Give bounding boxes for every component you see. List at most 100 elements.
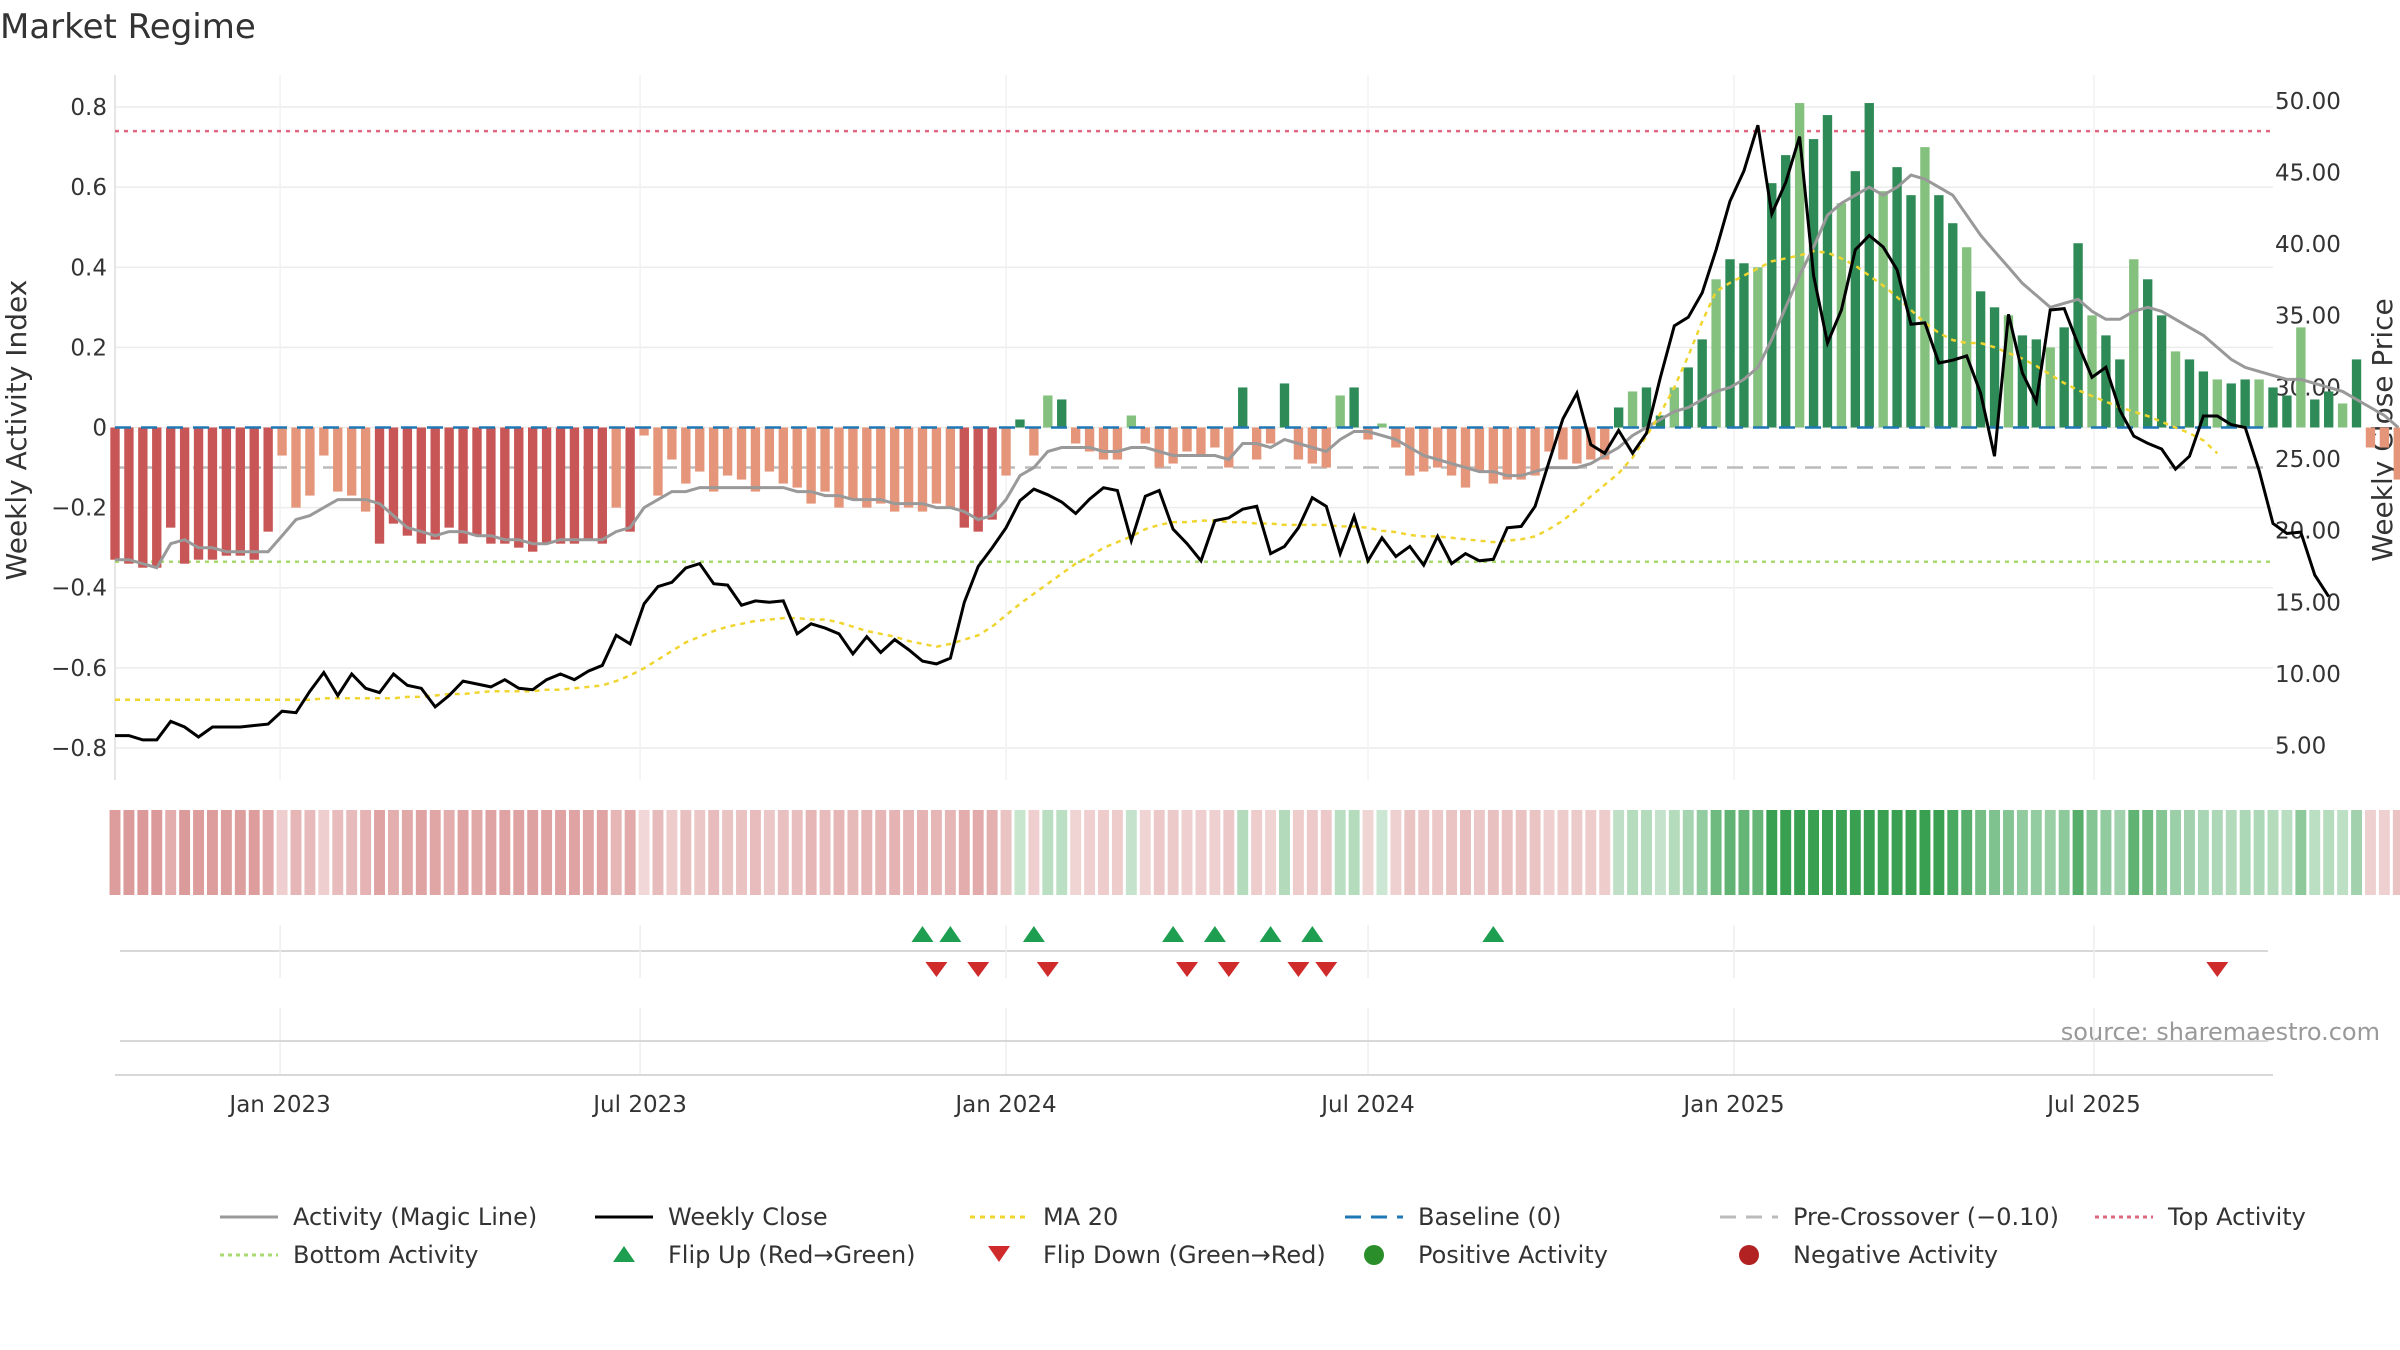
positive-activity-bar <box>2101 335 2111 428</box>
negative-activity-bar <box>514 427 524 548</box>
x-tick-label: Jul 2025 <box>2045 1092 2141 1118</box>
negative-activity-bar <box>945 427 956 508</box>
regime-strip-cell <box>2351 810 2362 895</box>
negative-activity-bar <box>1224 427 1234 468</box>
negative-activity-bar <box>193 427 204 560</box>
regime-strip-cell <box>276 810 288 895</box>
positive-activity-bar <box>1015 419 1025 428</box>
negative-activity-bar <box>1029 427 1039 456</box>
y-tick-label: −0.6 <box>51 656 107 682</box>
regime-strip-cell <box>2323 810 2335 895</box>
regime-strip-cell <box>2309 810 2321 895</box>
positive-activity-bar <box>2226 383 2236 428</box>
positive-activity-bar <box>1850 171 1861 428</box>
negative-activity-bar <box>708 427 719 492</box>
regime-strip-cell <box>1209 810 1221 895</box>
negative-activity-bar <box>1154 427 1164 468</box>
negative-activity-bar <box>1210 427 1220 448</box>
y-tick-label: 0.4 <box>70 255 107 281</box>
regime-strip-cell <box>165 810 177 895</box>
negative-activity-bar <box>277 427 287 456</box>
positive-activity-bar <box>1739 263 1749 428</box>
negative-activity-bar <box>1460 427 1471 488</box>
ma20-line <box>115 249 2219 702</box>
negative-activity-bar <box>124 427 134 564</box>
positive-activity-bar <box>1948 223 1958 428</box>
regime-strip-cell <box>485 810 497 895</box>
flip-down-marker <box>925 962 948 977</box>
positive-activity-bar <box>1377 423 1387 428</box>
negative-activity-bar <box>1600 427 1610 460</box>
regime-strip-cell <box>1835 810 1847 895</box>
negative-activity-bar <box>681 427 691 484</box>
regime-strip-cell <box>318 810 330 895</box>
regime-strip-cell <box>1237 810 1249 895</box>
regime-strip-cell <box>1627 810 1639 895</box>
regime-strip-cell <box>944 810 956 895</box>
regime-strip-cell <box>666 810 678 895</box>
negative-activity-bar <box>1098 427 1109 460</box>
regime-strip-cell <box>2184 810 2195 895</box>
positive-activity-bar <box>2156 315 2167 428</box>
regime-strip-cell <box>1348 810 1360 895</box>
negative-activity-bar <box>319 427 329 456</box>
negative-activity-bar <box>444 427 454 528</box>
positive-activity-bar <box>2143 279 2153 428</box>
regime-strip-cell <box>638 810 650 895</box>
regime-strip-cell <box>1515 810 1527 895</box>
regime-strip-cell <box>1279 810 1290 895</box>
regime-strip-cell <box>1822 810 1833 895</box>
negative-activity-bar <box>1196 427 1206 456</box>
regime-strip-cell <box>1752 810 1764 895</box>
positive-activity-bar <box>1126 415 1137 428</box>
legend: Activity (Magic Line) Weekly Close MA 20 Ba… <box>220 1203 2306 1269</box>
positive-activity-bar <box>2212 379 2222 428</box>
flip-down-marker <box>1217 962 1240 977</box>
flip-up-marker <box>1022 926 1045 942</box>
regime-strip-cell <box>582 810 594 895</box>
negative-activity-bar <box>374 427 385 544</box>
flip-markers-panel <box>120 925 2268 978</box>
regime-strip-cell <box>903 810 915 895</box>
positive-activity-bar <box>2115 359 2125 428</box>
positive-activity-bar <box>1962 247 1972 428</box>
negative-activity-bar <box>639 427 649 436</box>
positive-activity-bar <box>2240 379 2250 428</box>
regime-strip-cell <box>708 810 720 895</box>
legend-swatch-dot <box>1364 1245 1384 1265</box>
positive-activity-bar <box>1279 383 1290 428</box>
flip-down-marker <box>1315 962 1338 977</box>
negative-activity-bar <box>876 427 886 504</box>
regime-strip-cell <box>1181 810 1193 895</box>
regime-strip-cell <box>833 810 845 895</box>
regime-strip-cell <box>2267 810 2279 895</box>
regime-strip-cell <box>1654 810 1666 895</box>
regime-strip-cell <box>972 810 984 895</box>
regime-strip-cell <box>861 810 873 895</box>
negative-activity-bar <box>1502 427 1512 480</box>
regime-strip-cell <box>1641 810 1652 895</box>
source-note: source: sharemaestro.com <box>2061 1018 2380 1046</box>
negative-activity-bar <box>695 427 705 472</box>
y2-tick-label: 5.00 <box>2275 734 2326 760</box>
negative-activity-bar <box>152 427 162 568</box>
negative-activity-bar <box>388 427 399 524</box>
negative-activity-bar <box>736 427 747 480</box>
positive-activity-bar <box>1683 367 1693 428</box>
regime-strip-cell <box>596 810 608 895</box>
regime-strip-cell <box>1376 810 1388 895</box>
regime-strip-cell <box>791 810 803 895</box>
negative-activity-bar <box>1446 427 1457 476</box>
regime-strip-cell <box>652 810 664 895</box>
negative-activity-bar <box>1307 427 1318 464</box>
regime-strip-cell <box>123 810 135 895</box>
regime-strip-cell <box>513 810 525 895</box>
regime-strip-cell <box>374 810 385 895</box>
positive-activity-bar <box>2045 347 2055 428</box>
flip-up-marker <box>1301 926 1324 942</box>
positive-activity-bar <box>1711 279 1721 428</box>
negative-activity-bar <box>1572 427 1582 464</box>
regime-strip-cell <box>2364 810 2376 895</box>
negative-activity-bar <box>402 427 413 536</box>
